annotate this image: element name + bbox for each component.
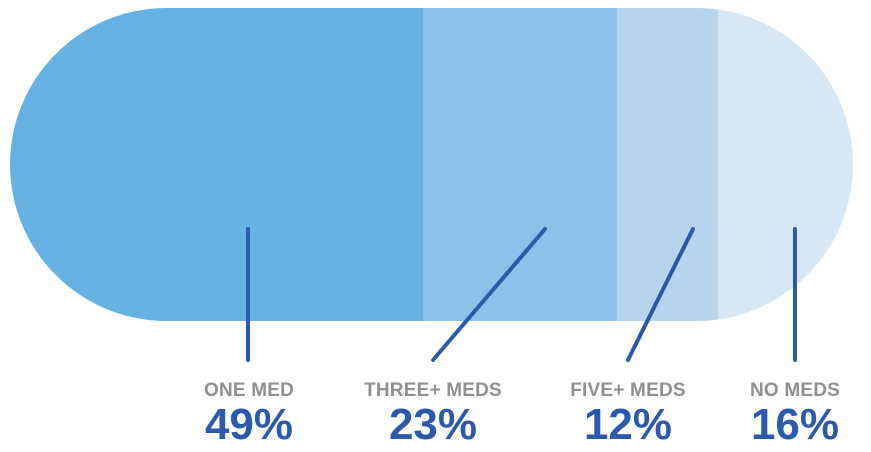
label-group-three-meds: THREE+ MEDS 23% <box>364 380 502 448</box>
leader-line-five-meds <box>626 227 695 362</box>
segment-one-med <box>10 8 424 321</box>
leader-lines <box>246 227 797 362</box>
label-group-five-meds: FIVE+ MEDS 12% <box>570 380 686 448</box>
category-label-no-meds: NO MEDS <box>749 380 841 401</box>
value-label-five-meds: 12% <box>583 400 673 449</box>
label-group-one-med: ONE MED 49% <box>204 380 294 448</box>
value-label-one-med: 49% <box>204 400 294 449</box>
leader-line-three-meds <box>431 227 547 362</box>
value-label-three-meds: 23% <box>388 400 478 449</box>
segment-three-meds <box>423 8 618 321</box>
value-label-no-meds: 16% <box>750 400 840 449</box>
label-group-no-meds: NO MEDS 16% <box>750 380 840 448</box>
segment-five-meds <box>616 8 719 321</box>
category-label-three-meds: THREE+ MEDS <box>364 380 502 401</box>
segment-no-meds <box>718 8 853 321</box>
category-label-one-med: ONE MED <box>203 380 295 401</box>
category-label-five-meds: FIVE+ MEDS <box>570 380 686 401</box>
pill-segments <box>10 8 853 321</box>
